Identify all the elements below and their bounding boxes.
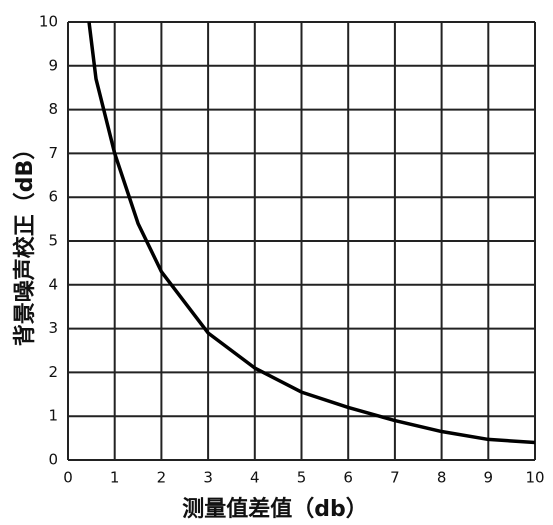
x-tick-label: 2 [157, 469, 167, 487]
line [87, 21, 536, 445]
y-tick-label: 5 [48, 232, 58, 250]
y-tick-label: 8 [48, 100, 58, 118]
y-tick-label: 2 [48, 363, 58, 381]
y-axis-label: 背景噪声校正（dB） [12, 138, 38, 347]
y-tick-label: 10 [39, 13, 58, 31]
x-tick-label: 4 [250, 469, 260, 487]
x-tick-label: 9 [484, 469, 494, 487]
x-tick-label: 3 [203, 469, 213, 487]
y-tick-label: 7 [48, 144, 58, 162]
y-tick-label: 6 [48, 188, 58, 206]
x-tick-label: 10 [525, 469, 544, 487]
y-tick-label: 0 [48, 451, 58, 469]
x-axis-label: 测量值差值（db） [182, 496, 368, 522]
y-tick-label: 3 [48, 319, 58, 337]
x-tick-label: 6 [343, 469, 353, 487]
y-tick-label: 4 [48, 275, 58, 293]
x-tick-label: 0 [63, 469, 73, 487]
x-tick-label: 5 [297, 469, 307, 487]
y-tick-label: 9 [48, 56, 58, 74]
y-tick-label: 1 [48, 407, 58, 425]
x-tick-label: 1 [110, 469, 120, 487]
x-tick-label: 8 [437, 469, 447, 487]
x-tick-label: 7 [390, 469, 400, 487]
